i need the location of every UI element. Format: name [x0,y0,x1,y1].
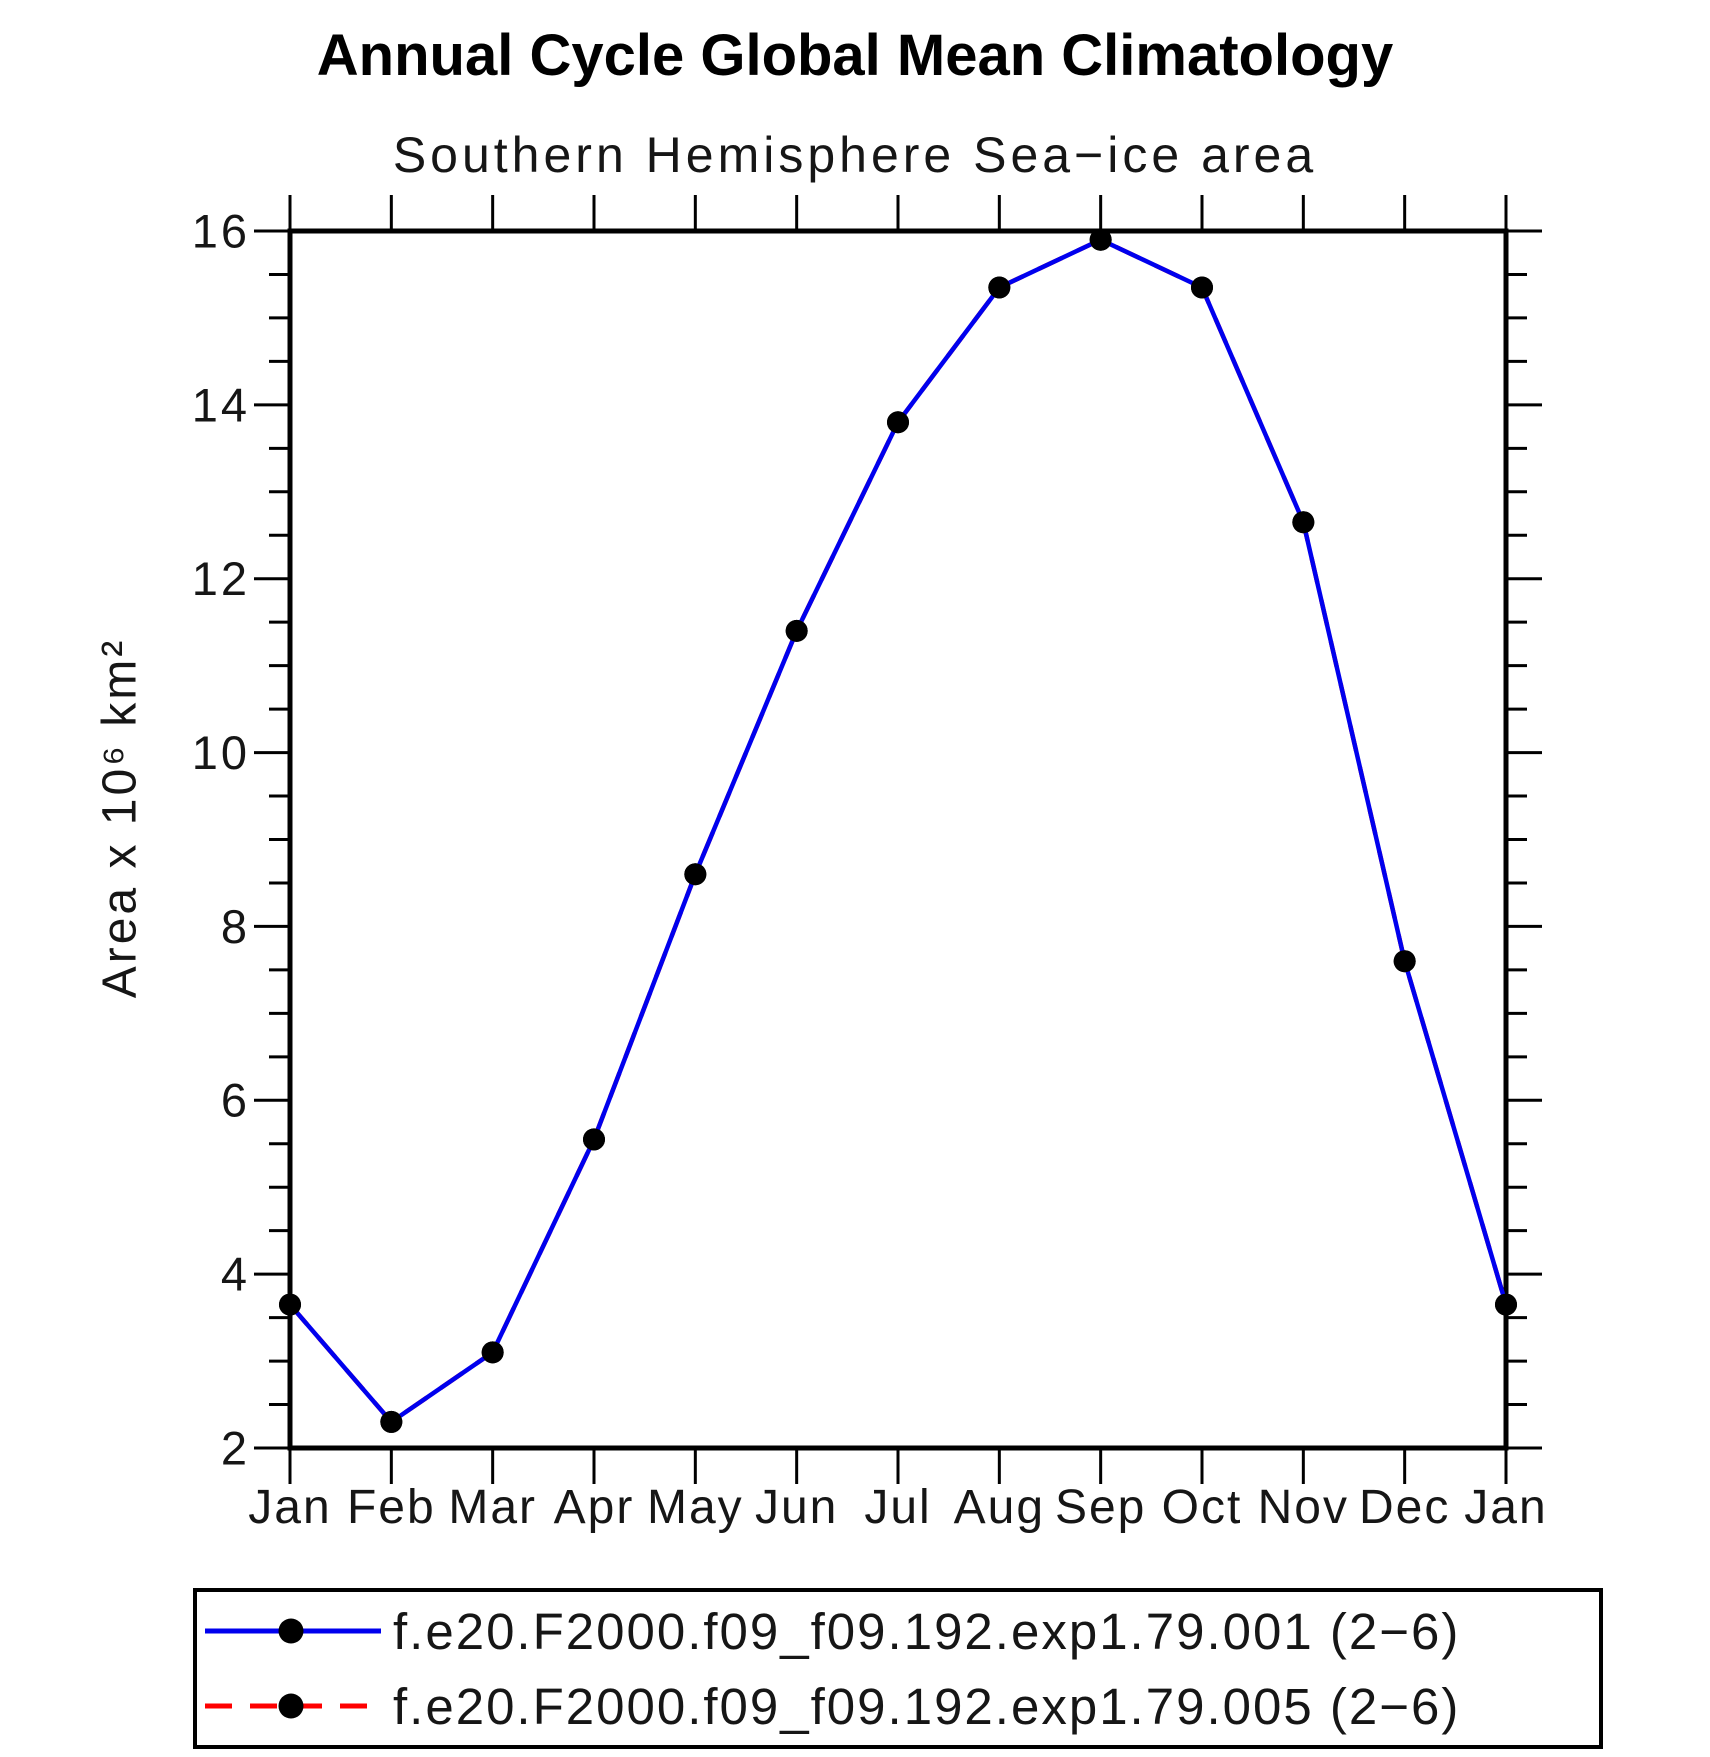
data-point-marker [1089,228,1112,251]
legend-marker-dot [278,1618,304,1644]
svg-text:14: 14 [192,378,250,431]
legend-label-series-1: f.e20.F2000.f09_f09.192.exp1.79.001 (2−6… [393,1602,1461,1660]
data-point-marker [279,1293,301,1316]
data-point-marker [1191,276,1213,299]
data-point-marker [583,1128,605,1151]
data-point-marker [481,1341,504,1364]
svg-text:Jan: Jan [1464,1481,1547,1534]
legend-line-sample-dashed-red [205,1693,381,1719]
data-point-marker [785,619,808,642]
series-line-1 [279,228,1517,1433]
svg-text:Sep: Sep [1055,1481,1146,1534]
chart-subtitle: Southern Hemisphere Sea−ice area [392,127,1318,183]
svg-text:Apr: Apr [554,1481,635,1534]
legend-line-sample-solid-blue [205,1618,381,1644]
data-point-marker [1393,950,1416,973]
svg-text:16: 16 [192,204,250,257]
svg-text:6: 6 [221,1074,250,1127]
svg-text:May: May [647,1481,744,1534]
svg-text:10: 10 [192,726,250,779]
legend-label-series-2: f.e20.F2000.f09_f09.192.exp1.79.005 (2−6… [393,1677,1461,1735]
chart-title: Annual Cycle Global Mean Climatology [316,23,1394,88]
svg-text:Mar: Mar [448,1481,537,1534]
x-axis: Jan Feb Mar Apr May Jun Jul Aug Sep Oct Nov Dec Jan [248,195,1547,1534]
svg-text:Oct: Oct [1162,1481,1243,1534]
svg-text:Aug: Aug [954,1481,1045,1534]
data-point-marker [887,411,909,434]
svg-text:2: 2 [221,1421,250,1474]
plot-frame [287,228,1509,1451]
svg-text:4: 4 [221,1248,250,1301]
legend-entry-series-1: f.e20.F2000.f09_f09.192.exp1.79.001 (2−6… [197,1595,1599,1667]
data-point-marker [684,863,707,886]
svg-text:12: 12 [192,552,250,605]
svg-text:8: 8 [221,900,250,953]
data-point-marker [988,276,1011,299]
legend: f.e20.F2000.f09_f09.192.exp1.79.001 (2−6… [193,1588,1603,1749]
svg-text:Dec: Dec [1359,1481,1450,1534]
legend-marker-dot [278,1693,304,1719]
data-point-marker [1292,511,1315,534]
svg-text:Jul: Jul [864,1481,931,1534]
svg-text:Jan: Jan [248,1481,331,1534]
series-line-2 [279,228,1517,1433]
svg-text:Jun: Jun [755,1481,838,1534]
svg-text:Feb: Feb [347,1481,436,1534]
y-axis: 2 4 6 8 10 12 14 16 [192,204,1542,1474]
legend-entry-series-2: f.e20.F2000.f09_f09.192.exp1.79.005 (2−6… [197,1670,1599,1742]
data-point-marker [1495,1293,1517,1316]
data-point-marker [380,1410,403,1433]
svg-text:Nov: Nov [1258,1481,1349,1534]
